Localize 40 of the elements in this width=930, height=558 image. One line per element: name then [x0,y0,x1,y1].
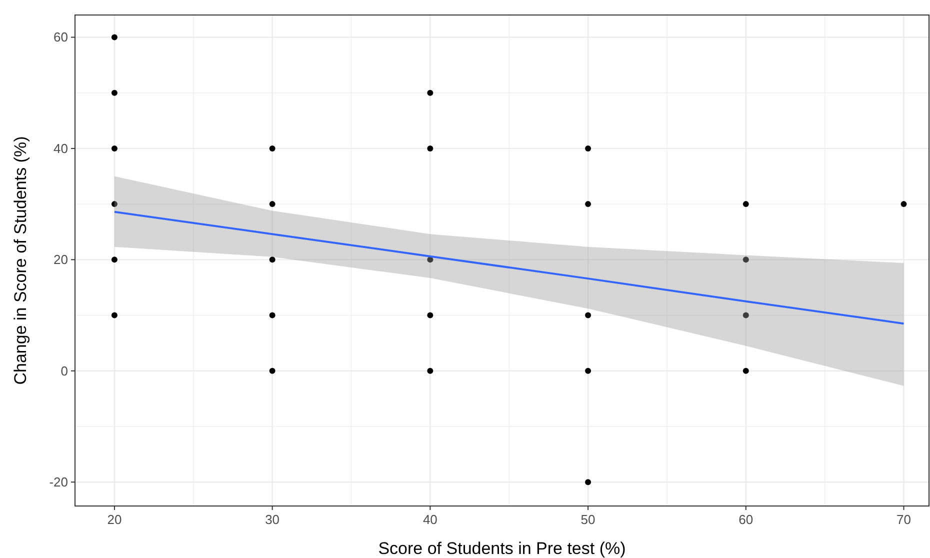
x-axis-title: Score of Students in Pre test (%) [378,539,626,558]
y-tick-label: 0 [60,363,68,378]
point [111,312,118,318]
x-tick-label: 60 [738,512,754,527]
point [269,312,276,318]
point [427,256,434,263]
y-axis-title: Change in Score of Students (%) [11,136,30,385]
point [269,145,276,152]
x-tick-label: 40 [422,512,438,527]
point [585,368,592,374]
point [427,368,434,374]
point [111,90,118,96]
point [427,145,434,152]
x-tick-label: 50 [580,512,596,527]
point [742,256,749,263]
x-tick-label: 30 [265,512,280,527]
point [269,368,276,374]
point [742,201,749,208]
point [111,256,118,263]
point [585,201,592,208]
point [427,312,434,318]
x-tick-label: 20 [107,512,122,527]
point [269,256,276,263]
point [742,312,749,318]
point [742,368,749,374]
point [585,312,592,318]
point [269,201,276,208]
point [427,90,434,96]
point [585,479,592,486]
y-tick-label: 20 [54,252,68,268]
line-series [113,210,905,325]
point [900,201,907,208]
x-tick-label: 70 [896,512,911,527]
point [111,201,118,208]
y-tick-label: 60 [54,30,68,45]
point [111,34,118,40]
point [111,145,118,152]
y-tick-label: -20 [49,474,68,490]
y-tick-label: 40 [54,140,68,156]
point [585,145,592,152]
